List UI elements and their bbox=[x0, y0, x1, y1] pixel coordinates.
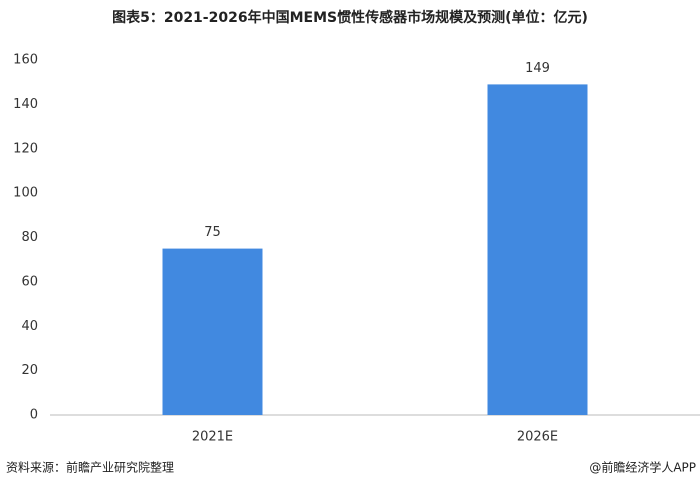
bar bbox=[487, 84, 588, 415]
chart-title: 图表5：2021-2026年中国MEMS惯性传感器市场规模及预测(单位：亿元) bbox=[112, 9, 588, 26]
source-note: 资料来源：前瞻产业研究院整理 bbox=[6, 460, 174, 475]
x-tick-label: 2026E bbox=[517, 430, 558, 445]
y-tick-label: 20 bbox=[21, 363, 38, 378]
value-label: 149 bbox=[525, 61, 550, 76]
credit: @前瞻经济学人APP bbox=[589, 460, 696, 475]
value-label: 75 bbox=[204, 225, 221, 240]
bar bbox=[162, 248, 263, 415]
y-tick-label: 40 bbox=[21, 319, 38, 334]
y-tick-label: 80 bbox=[21, 230, 38, 245]
y-tick-label: 160 bbox=[13, 53, 38, 68]
y-tick-label: 100 bbox=[13, 186, 38, 201]
y-tick-label: 120 bbox=[13, 141, 38, 156]
y-tick-label: 60 bbox=[21, 274, 38, 289]
y-tick-label: 140 bbox=[13, 97, 38, 112]
y-tick-label: 0 bbox=[30, 408, 38, 423]
x-tick-label: 2021E bbox=[192, 430, 233, 445]
